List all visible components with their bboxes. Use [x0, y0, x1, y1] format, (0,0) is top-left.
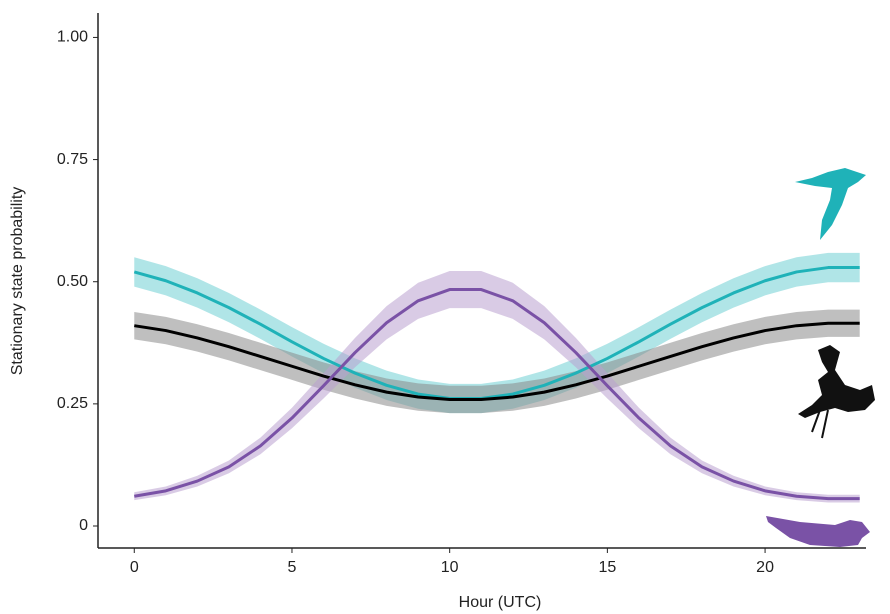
- confidence-band: [134, 270, 860, 503]
- x-axis-label: Hour (UTC): [459, 594, 542, 611]
- foraging-icon: [798, 345, 875, 439]
- confidence-band: [134, 252, 860, 414]
- x-tick-label: 15: [598, 559, 616, 576]
- resting-icon: [766, 516, 870, 547]
- y-tick-label: 0: [79, 517, 88, 534]
- line: [134, 321, 860, 401]
- y-axis-label: Stationary state probability: [9, 187, 26, 376]
- line: [134, 288, 860, 501]
- y-tick-label: 0.25: [57, 395, 88, 412]
- y-tick-label: 1.00: [57, 29, 88, 46]
- y-tick-label: 0.75: [57, 151, 88, 168]
- flying-icon: [795, 168, 866, 240]
- x-tick-label: 5: [288, 559, 297, 576]
- y-tick-label: 0.50: [57, 273, 88, 290]
- x-tick-label: 10: [441, 559, 459, 576]
- x-tick-label: 20: [756, 559, 774, 576]
- line: [133, 266, 860, 400]
- x-tick-label: 0: [130, 559, 139, 576]
